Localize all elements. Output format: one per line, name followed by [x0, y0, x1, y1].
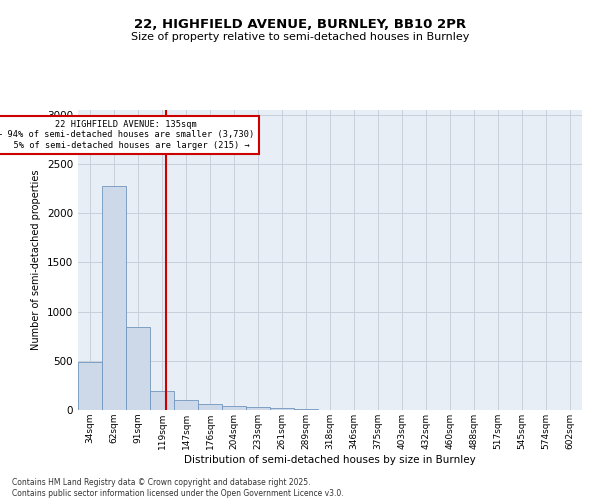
Bar	[294, 409, 318, 410]
Bar	[174, 400, 198, 410]
X-axis label: Distribution of semi-detached houses by size in Burnley: Distribution of semi-detached houses by …	[184, 454, 476, 464]
Bar	[198, 404, 222, 410]
Bar	[222, 406, 246, 410]
Bar	[126, 328, 150, 410]
Text: 22 HIGHFIELD AVENUE: 135sqm
← 94% of semi-detached houses are smaller (3,730)
  : 22 HIGHFIELD AVENUE: 135sqm ← 94% of sem…	[0, 120, 254, 150]
Bar	[246, 407, 270, 410]
Bar	[102, 186, 126, 410]
Bar	[150, 391, 174, 410]
Text: 22, HIGHFIELD AVENUE, BURNLEY, BB10 2PR: 22, HIGHFIELD AVENUE, BURNLEY, BB10 2PR	[134, 18, 466, 30]
Text: Size of property relative to semi-detached houses in Burnley: Size of property relative to semi-detach…	[131, 32, 469, 42]
Text: Contains HM Land Registry data © Crown copyright and database right 2025.
Contai: Contains HM Land Registry data © Crown c…	[12, 478, 344, 498]
Bar	[270, 408, 294, 410]
Bar	[78, 362, 102, 410]
Y-axis label: Number of semi-detached properties: Number of semi-detached properties	[31, 170, 41, 350]
